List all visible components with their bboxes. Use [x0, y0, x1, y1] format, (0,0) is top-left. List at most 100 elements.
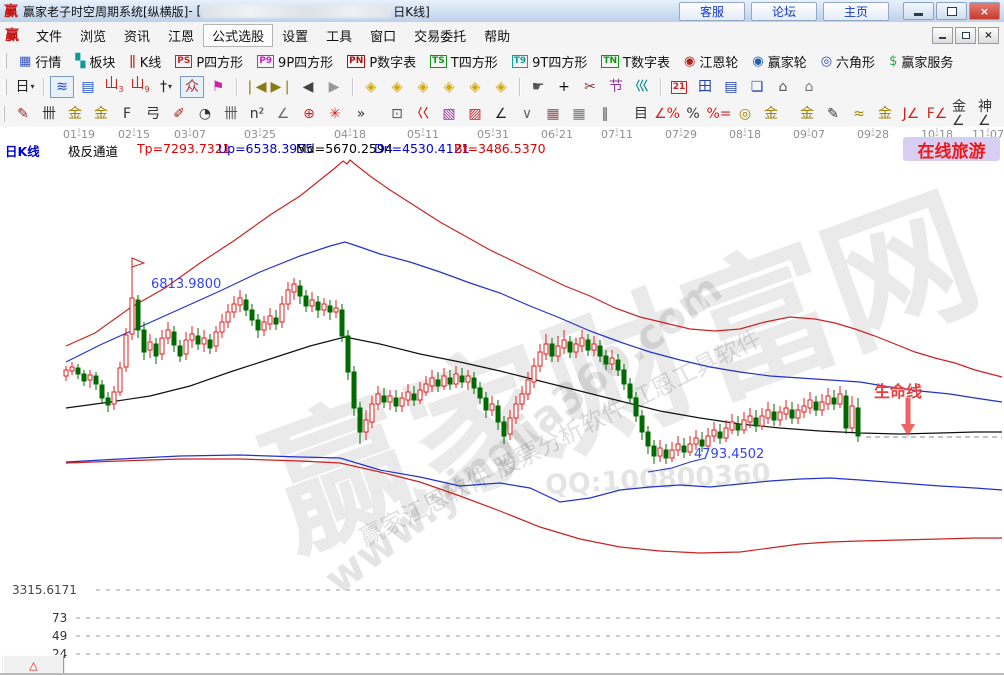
menu-tools[interactable]: 工具 — [326, 29, 353, 45]
workstation-button[interactable]: ⌂ — [797, 76, 821, 98]
clock-ruler-button[interactable]: ◔ — [193, 103, 217, 125]
target-circle-button[interactable]: ⊕ — [297, 103, 321, 125]
kline-chart-panel[interactable]: 赢家财富网 www.yingjia360.com QQ:100800360 赢家江恩软… — [0, 127, 1004, 675]
grid-b-button[interactable]: ▦ — [567, 103, 591, 125]
mdi-close-button[interactable]: × — [978, 26, 999, 44]
spiral-ruler-button[interactable]: 弓 — [141, 103, 165, 125]
hand-tool-button[interactable]: ☛ — [526, 76, 550, 98]
chart-9-button[interactable]: 山9 — [128, 76, 152, 98]
restore-button[interactable] — [936, 2, 967, 20]
winner-service-button[interactable]: $ 赢家服务 — [882, 50, 960, 73]
sectors-button[interactable]: ▚ 板块 — [68, 50, 122, 73]
angle-lines-button[interactable]: ∠ — [489, 103, 513, 125]
shen-angle-button[interactable]: 神∠ — [977, 100, 1001, 128]
close-button[interactable]: × — [969, 2, 1000, 20]
candle-style-button[interactable]: † ▾ — [154, 76, 178, 98]
diamond-nav-left-button[interactable]: ◈ — [359, 76, 383, 98]
target-star-button[interactable]: ✳ — [323, 103, 347, 125]
pen-ruler-button[interactable]: ✐ — [167, 103, 191, 125]
select-box-button[interactable]: ⊡ — [385, 103, 409, 125]
menu-formula-select[interactable]: 公式选股 — [203, 23, 274, 47]
rays-box-b-button[interactable]: ▨ — [463, 103, 487, 125]
diamond-updown-button[interactable]: ◈ — [463, 76, 487, 98]
diamond-expand-button[interactable]: ◈ — [437, 76, 461, 98]
p-square-button[interactable]: PS P四方形 — [168, 50, 250, 73]
market-quotes-button[interactable]: ▦ 行情 — [12, 50, 68, 73]
calendar-button[interactable]: 21 — [667, 76, 691, 98]
p-number-table-button[interactable]: PN P数字表 — [340, 50, 423, 73]
menu-browse[interactable]: 浏览 — [80, 29, 107, 45]
t-square-button[interactable]: TS T四方形 — [423, 50, 505, 73]
forum-button[interactable]: 论坛 — [751, 1, 817, 21]
gold-line-a-button[interactable]: 金 — [759, 103, 783, 125]
network-pc-button[interactable]: ⌂ — [771, 76, 795, 98]
angle-pen-button[interactable]: ∠ — [271, 103, 295, 125]
calculator-button[interactable]: 田 — [693, 76, 717, 98]
gold-circle-button[interactable]: ◎ — [733, 103, 757, 125]
price-ladder-button[interactable]: 目 — [629, 103, 653, 125]
gold-ruler-a-button[interactable]: 金 — [63, 103, 87, 125]
hexagon-button[interactable]: ◎ 六角形 — [814, 50, 882, 73]
pen-gold-button[interactable]: ✎ — [821, 103, 845, 125]
mdi-minimize-button[interactable] — [932, 26, 953, 44]
winner-wheel-button[interactable]: ◉ 赢家轮 — [745, 50, 813, 73]
menu-settings[interactable]: 设置 — [282, 29, 309, 45]
f-angle-button[interactable]: F∠ — [925, 103, 949, 125]
diamond-cross-button[interactable]: ◈ — [489, 76, 513, 98]
diamond-compress-button[interactable]: ◈ — [411, 76, 435, 98]
cloud-tool-button[interactable]: 巛 — [630, 76, 654, 98]
menu-file[interactable]: 文件 — [36, 29, 63, 45]
percent-slope-button[interactable]: ∠% — [654, 103, 680, 125]
9p-square-button[interactable]: P9 9P四方形 — [250, 50, 340, 73]
wave-gold-button[interactable]: ≈ — [847, 103, 871, 125]
f-ruler-button[interactable]: F — [115, 103, 139, 125]
nav-first-button[interactable]: ❘◀ — [243, 76, 268, 98]
parallel-lines-button[interactable]: ∥ — [593, 103, 617, 125]
menu-help[interactable]: 帮助 — [484, 29, 511, 45]
wave-tool-button[interactable]: ≋ — [50, 76, 74, 98]
chart-3-button[interactable]: 山3 — [102, 76, 126, 98]
menu-news[interactable]: 资讯 — [124, 29, 151, 45]
percent-line-button[interactable]: %= — [706, 103, 731, 125]
minimize-button[interactable] — [903, 2, 934, 20]
gold-line-b-button[interactable]: 金 — [795, 103, 819, 125]
rays-fan-button[interactable]: 巜 — [411, 103, 435, 125]
menu-trade-entrust[interactable]: 交易委托 — [414, 29, 467, 45]
kline-chart-canvas[interactable] — [0, 127, 1004, 675]
gold-ruler-b-button[interactable]: 金 — [89, 103, 113, 125]
mdi-restore-button[interactable] — [955, 26, 976, 44]
homepage-button[interactable]: 主页 — [823, 1, 889, 21]
menu-gann[interactable]: 江恩 — [168, 29, 195, 45]
info-doc-button[interactable]: ▤ — [76, 76, 100, 98]
n2-ruler-button[interactable]: n² — [245, 103, 269, 125]
diamond-nav-right-button[interactable]: ◈ — [385, 76, 409, 98]
crosshair-tool-button[interactable]: + — [552, 76, 576, 98]
flag-chart-button[interactable]: ⚑ — [206, 76, 230, 98]
pen-tool-button[interactable]: ✎ — [11, 103, 35, 125]
save-button[interactable]: ❏ — [745, 76, 769, 98]
customer-service-button[interactable]: 客服 — [679, 1, 745, 21]
gann-wheel-button[interactable]: ◉ 江恩轮 — [677, 50, 745, 73]
scale-toggle-button[interactable]: △ — [3, 655, 64, 675]
grid-a-button[interactable]: ▦ — [541, 103, 565, 125]
menu-window[interactable]: 窗口 — [370, 29, 397, 45]
nav-last-button[interactable]: ▶❘ — [270, 76, 295, 98]
gold-angle-button[interactable]: 金∠ — [951, 100, 975, 128]
nav-next-button[interactable]: ▶ — [322, 76, 346, 98]
kline-button[interactable]: ǁ K线 — [122, 50, 168, 73]
more-tools-button[interactable]: » — [349, 103, 373, 125]
percent-button[interactable]: % — [681, 103, 705, 125]
9t-square-button[interactable]: T9 9T四方形 — [505, 50, 595, 73]
gann-ruler-button[interactable]: 卌 — [37, 103, 61, 125]
nav-prev-button[interactable]: ◀ — [296, 76, 320, 98]
rays-box-a-button[interactable]: ▧ — [437, 103, 461, 125]
measure-tool-button[interactable]: ✂ — [578, 76, 602, 98]
period-day-button[interactable]: 日 ▾ — [13, 76, 37, 98]
pattern-tool-button[interactable]: 众 — [180, 76, 204, 98]
tick-ruler-button[interactable]: 卌 — [219, 103, 243, 125]
t-number-table-button[interactable]: TN T数字表 — [594, 50, 677, 73]
notes-button[interactable]: ▤ — [719, 76, 743, 98]
gold-line-c-button[interactable]: 金 — [873, 103, 897, 125]
j-angle-button[interactable]: J∠ — [899, 103, 923, 125]
v-dotted-button[interactable]: ∨ — [515, 103, 539, 125]
